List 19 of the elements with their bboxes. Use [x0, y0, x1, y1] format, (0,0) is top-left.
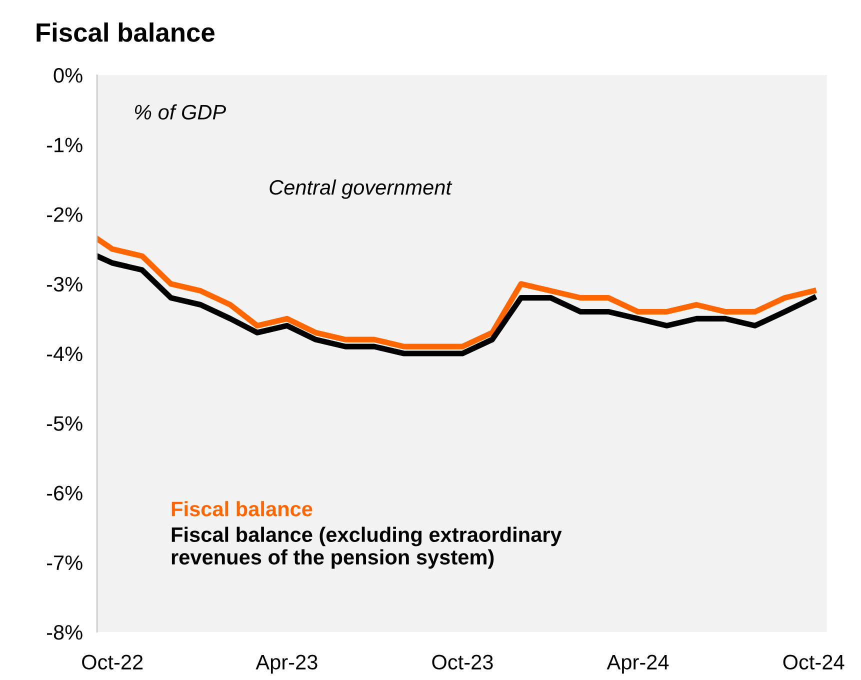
- y-tick-label: -6%: [46, 486, 82, 501]
- y-tick-label: -1%: [46, 138, 82, 152]
- x-tick-label: Oct-23: [432, 654, 493, 670]
- chart-title: Fiscal balance: [36, 22, 214, 42]
- y-tick-label: -4%: [46, 346, 82, 362]
- x-tick-label: Oct-22: [82, 654, 143, 670]
- annotation: Central government: [270, 179, 452, 199]
- y-tick-label: -7%: [46, 555, 82, 570]
- annotation: % of GDP: [134, 104, 226, 120]
- y-tick-label: -3%: [46, 276, 82, 292]
- x-tick-label: Oct-24: [783, 654, 844, 670]
- text: Fiscal balance: [172, 501, 312, 516]
- x-tick-label: Apr-24: [606, 654, 669, 674]
- text: Fiscal balance (excluding extraordinary revenues of the pension system): [172, 526, 562, 569]
- y-tick-label: -2%: [46, 207, 82, 222]
- x-tick-label: Apr-23: [256, 654, 318, 674]
- y-tick-label: -5%: [46, 416, 82, 431]
- y-tick-label: 0%: [54, 68, 82, 83]
- y-tick-label: -8%: [46, 625, 82, 640]
